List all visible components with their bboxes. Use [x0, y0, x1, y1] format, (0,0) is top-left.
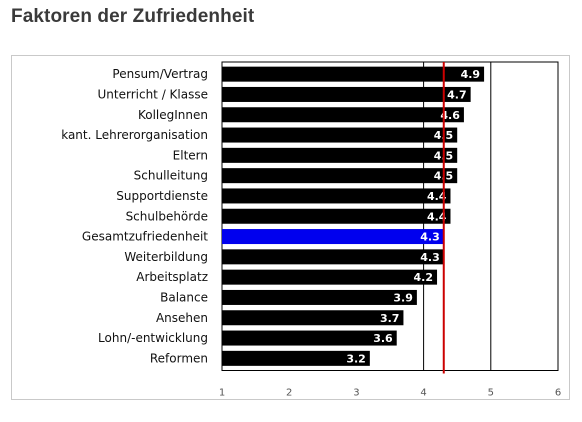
bar-0 — [222, 66, 485, 82]
value-label-12: 3.7 — [380, 312, 400, 325]
bar-7 — [222, 208, 451, 224]
chart-container: Pensum/Vertrag 4.9 Unterricht / Klasse 4.7 K… — [11, 55, 570, 400]
category-label-4: Eltern — [173, 148, 208, 162]
value-label-14: 3.2 — [346, 352, 366, 365]
category-label-12: Ansehen — [156, 311, 208, 325]
value-label-0: 4.9 — [461, 68, 481, 81]
bar-6 — [222, 188, 451, 204]
value-label-2: 4.6 — [440, 109, 460, 122]
bar-4 — [222, 147, 458, 163]
value-label-1: 4.7 — [447, 88, 467, 101]
category-label-1: Unterricht / Klasse — [98, 87, 209, 101]
x-tick-label-3: 4 — [420, 388, 426, 399]
category-label-0: Pensum/Vertrag — [112, 67, 208, 81]
category-label-13: Lohn/-entwicklung — [98, 331, 208, 345]
bar-2 — [222, 107, 464, 123]
category-label-11: Balance — [160, 290, 208, 304]
bar-10 — [222, 269, 438, 285]
bar-11 — [222, 289, 417, 305]
bar-9 — [222, 249, 444, 265]
bar-3 — [222, 127, 458, 143]
value-label-13: 3.6 — [373, 332, 393, 345]
category-label-5: Schulleitung — [134, 169, 208, 183]
value-label-9: 4.3 — [420, 251, 440, 264]
value-label-6: 4.4 — [427, 190, 447, 203]
value-label-7: 4.4 — [427, 210, 447, 223]
category-label-10: Arbeitsplatz — [136, 270, 208, 284]
bar-chart: Pensum/Vertrag 4.9 Unterricht / Klasse 4.7 K… — [61, 61, 561, 399]
category-label-8: Gesamtzufriedenheit — [82, 230, 208, 244]
x-tick-label-5: 6 — [555, 388, 561, 399]
category-label-6: Supportdienste — [116, 189, 208, 203]
category-label-14: Reformen — [150, 351, 208, 365]
bar-14 — [222, 350, 370, 366]
x-tick-label-0: 1 — [219, 388, 225, 399]
bar-5 — [222, 168, 458, 184]
category-label-7: Schulbehörde — [126, 209, 208, 223]
bar-12 — [222, 310, 404, 326]
category-label-9: Weiterbildung — [124, 250, 208, 264]
bar-8 — [222, 229, 444, 245]
x-tick-label-4: 5 — [488, 388, 494, 399]
value-label-11: 3.9 — [393, 291, 413, 304]
x-tick-label-1: 2 — [286, 388, 292, 399]
bar-1 — [222, 86, 471, 102]
x-tick-label-2: 3 — [353, 388, 359, 399]
category-label-2: KollegInnen — [138, 108, 208, 122]
value-label-8: 4.3 — [420, 231, 440, 244]
category-label-3: kant. Lehrerorganisation — [61, 128, 208, 142]
value-label-10: 4.2 — [414, 271, 434, 284]
bar-13 — [222, 330, 397, 346]
page-title: Faktoren der Zufriedenheit — [11, 6, 255, 27]
